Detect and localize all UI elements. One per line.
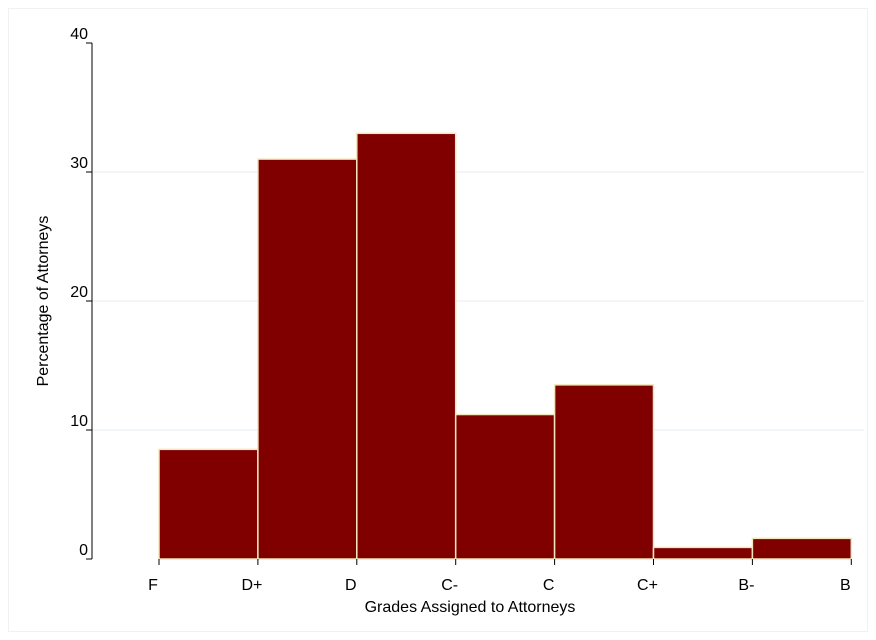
x-tick-label-C: C [543, 577, 555, 594]
y-tick-label-0: 0 [79, 542, 88, 559]
bar-F-D+ [158, 448, 259, 560]
x-tick-label-D+: D+ [241, 577, 262, 594]
bar-D-C- [356, 132, 457, 560]
y-tick-label-30: 30 [70, 155, 88, 172]
x-tick-label-B-: B- [738, 577, 754, 594]
bar-C-C+ [553, 384, 655, 560]
x-tick-label-F: F [148, 577, 158, 594]
bars [158, 132, 853, 560]
x-tick-label-B: B [840, 577, 851, 594]
x-axis-title: Grades Assigned to Attorneys [365, 599, 576, 616]
bar-C+-B- [652, 546, 754, 560]
y-tick-label-20: 20 [70, 284, 88, 301]
bar-C--C [454, 413, 556, 560]
y-tick-label-40: 40 [70, 26, 88, 43]
y-axis-ticks: 0 10 20 30 40 [70, 26, 92, 560]
y-axis-title: Percentage of Attorneys [35, 216, 52, 387]
x-tick-label-C+: C+ [637, 577, 658, 594]
grid-lines [92, 171, 864, 431]
bar-D+-D [257, 158, 358, 560]
x-tick-label-D: D [345, 577, 357, 594]
x-axis-ticks: FD+DC-CC+B-BB+A-A [148, 559, 852, 594]
y-tick-label-10: 10 [70, 413, 88, 430]
bar-B--B [751, 537, 853, 560]
x-tick-label-C-: C- [441, 577, 458, 594]
